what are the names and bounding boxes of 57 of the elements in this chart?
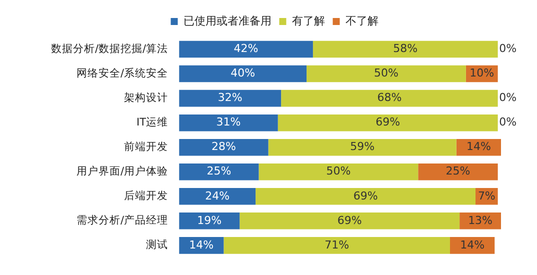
data-label: 24%: [205, 189, 230, 202]
data-label: 69%: [353, 189, 378, 202]
bar: [179, 138, 268, 156]
bar: [312, 40, 498, 58]
bar: [418, 163, 498, 180]
legend-label: 有了解: [292, 14, 325, 28]
y-tick-label: 测试: [146, 238, 168, 252]
bar: [281, 90, 498, 107]
data-label: 58%: [393, 42, 418, 56]
bar: [240, 212, 460, 230]
data-label: 25%: [446, 164, 470, 178]
data-label: 0%: [499, 91, 517, 104]
data-label: 13%: [468, 214, 493, 227]
data-label: 59%: [350, 140, 375, 154]
y-tick-label: 网络安全/系统安全: [76, 66, 168, 80]
y-tick-label: IT运维: [136, 116, 168, 129]
data-label: 0%: [499, 116, 517, 129]
data-label: 7%: [478, 189, 496, 202]
y-tick-label: 用户界面/用户体验: [76, 164, 168, 178]
data-label: 28%: [211, 140, 236, 154]
bar: [258, 163, 418, 180]
data-label: 32%: [218, 91, 242, 104]
data-label: 69%: [337, 214, 362, 227]
bar: [278, 114, 498, 132]
y-tick-label: 数据分析/数据挖掘/算法: [50, 42, 168, 55]
data-label: 68%: [377, 91, 402, 104]
data-label: 69%: [376, 116, 400, 129]
bar: [256, 188, 476, 205]
bar: [179, 40, 313, 58]
data-label: 14%: [460, 238, 485, 252]
legend-label: 不了解: [345, 14, 378, 28]
data-label: 40%: [230, 66, 256, 80]
data-label: 50%: [326, 164, 351, 178]
bar: [179, 188, 256, 205]
data-label: 50%: [374, 66, 398, 80]
bar: [179, 65, 307, 82]
data-label: 0%: [499, 42, 517, 56]
data-label: 10%: [470, 66, 494, 80]
data-label: 19%: [197, 214, 222, 227]
bar: [179, 163, 259, 180]
legend-label: 已使用或者准备用: [183, 14, 272, 28]
y-tick-label: 需求分析/产品经理: [76, 214, 168, 227]
y-tick-label: 前端开发: [124, 140, 168, 154]
bar: [179, 212, 240, 230]
bar: [306, 65, 466, 82]
data-label: 42%: [234, 42, 258, 56]
y-tick-label: 后端开发: [124, 189, 168, 202]
data-label: 31%: [216, 116, 241, 129]
data-label: 14%: [466, 140, 491, 154]
bar: [268, 138, 456, 156]
data-label: 25%: [206, 164, 232, 178]
bar: [179, 90, 282, 107]
data-label: 14%: [189, 238, 214, 252]
bar: [179, 114, 278, 132]
y-tick-label: 架构设计: [124, 91, 168, 104]
data-label: 71%: [324, 238, 350, 252]
bar: [224, 237, 450, 254]
